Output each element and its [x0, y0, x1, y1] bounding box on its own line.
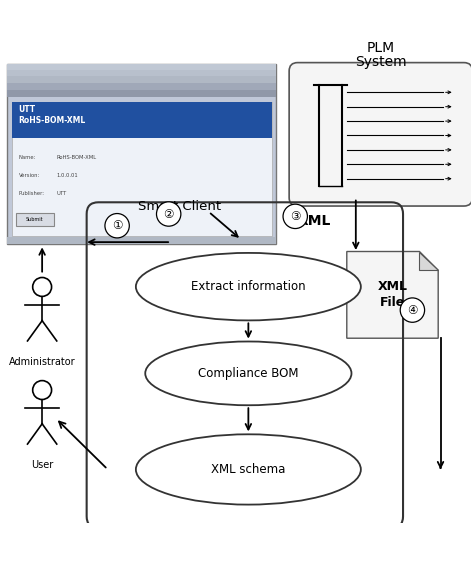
FancyBboxPatch shape: [12, 102, 272, 236]
Circle shape: [283, 204, 308, 228]
Polygon shape: [420, 251, 438, 271]
FancyBboxPatch shape: [7, 64, 276, 83]
Text: Compliance BOM: Compliance BOM: [198, 367, 299, 380]
Text: UTT: UTT: [56, 191, 66, 196]
FancyBboxPatch shape: [7, 64, 276, 76]
Text: Name:: Name:: [19, 155, 36, 160]
FancyBboxPatch shape: [7, 64, 276, 97]
FancyBboxPatch shape: [7, 64, 276, 69]
Text: XML: XML: [297, 214, 331, 228]
Text: ④: ④: [407, 303, 418, 317]
Text: RoHS-BOM-XML: RoHS-BOM-XML: [56, 155, 96, 160]
Text: ②: ②: [163, 208, 174, 220]
Text: 1.0.0.01: 1.0.0.01: [56, 173, 78, 178]
Text: ①: ①: [112, 219, 122, 232]
FancyBboxPatch shape: [12, 102, 272, 138]
Ellipse shape: [136, 434, 361, 505]
Text: XML
File: XML File: [377, 280, 407, 309]
Polygon shape: [347, 251, 438, 338]
Text: UTT
RoHS-BOM-XML: UTT RoHS-BOM-XML: [19, 105, 86, 125]
Text: User: User: [31, 461, 53, 470]
Text: XML schema: XML schema: [211, 463, 285, 476]
Ellipse shape: [145, 342, 351, 405]
Circle shape: [156, 202, 181, 226]
Circle shape: [105, 213, 130, 238]
Circle shape: [400, 298, 424, 323]
Text: Publisher:: Publisher:: [19, 191, 45, 196]
Text: Administrator: Administrator: [9, 357, 75, 368]
FancyBboxPatch shape: [7, 64, 276, 244]
Text: PLM
System: PLM System: [355, 40, 406, 69]
Text: Submit: Submit: [26, 217, 44, 221]
FancyBboxPatch shape: [7, 64, 276, 90]
Text: Smart Client: Smart Client: [138, 199, 221, 213]
Text: Extract information: Extract information: [191, 280, 306, 293]
FancyBboxPatch shape: [16, 213, 54, 226]
Text: Version:: Version:: [19, 173, 40, 178]
FancyBboxPatch shape: [289, 62, 471, 206]
Text: ③: ③: [290, 210, 300, 223]
FancyBboxPatch shape: [7, 237, 276, 244]
Ellipse shape: [136, 253, 361, 320]
